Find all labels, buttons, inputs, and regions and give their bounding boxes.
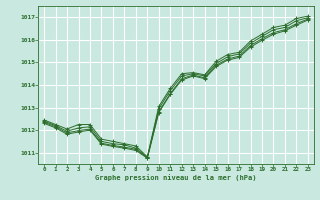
X-axis label: Graphe pression niveau de la mer (hPa): Graphe pression niveau de la mer (hPa) [95,174,257,181]
